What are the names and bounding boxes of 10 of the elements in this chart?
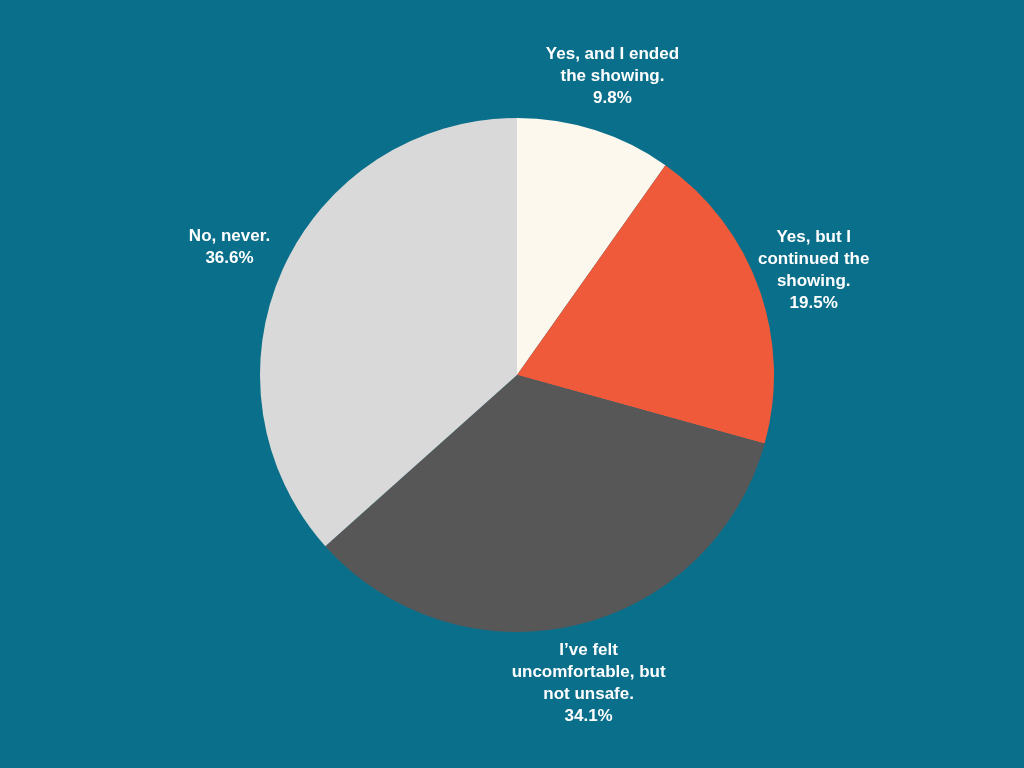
slice-label: No, never. (188, 225, 271, 245)
slice-label: I’ve felt uncomfortable, but not unsafe. (511, 639, 666, 703)
data-label: 19.5% (789, 292, 838, 312)
slice-label: Yes, and I ended the showing. (545, 43, 680, 85)
data-label: 9.8% (593, 87, 632, 107)
data-label: 36.6% (205, 247, 254, 267)
pie-slice (517, 118, 666, 375)
slice-label: Yes, but I continued the showing. (757, 226, 870, 290)
pie-slice (325, 375, 765, 632)
data-label: 34.1% (564, 705, 613, 725)
